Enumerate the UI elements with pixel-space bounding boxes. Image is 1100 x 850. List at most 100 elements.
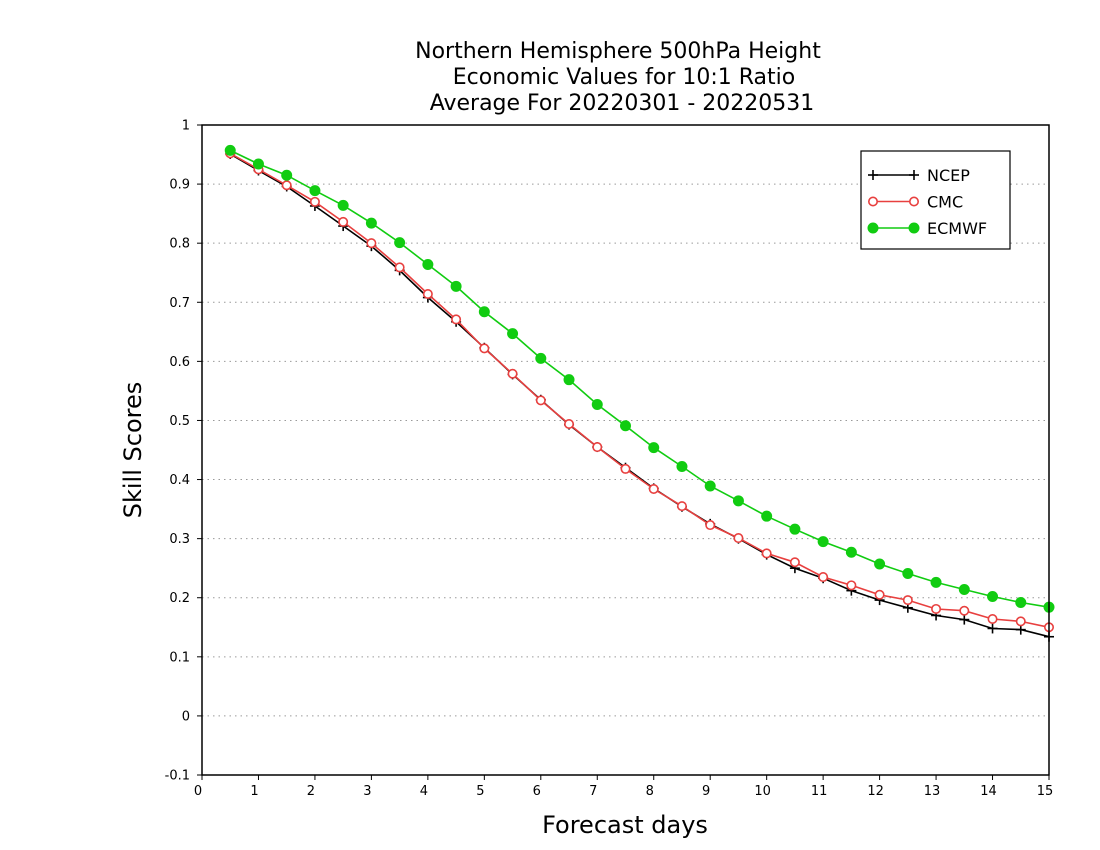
chart-title-line-1: Northern Hemisphere 500hPa Height xyxy=(415,39,821,64)
gridlines xyxy=(202,183,1049,717)
data-point-ecmwf xyxy=(648,442,660,454)
data-point-ecmwf xyxy=(337,199,349,211)
data-point-cmc xyxy=(931,603,942,614)
legend-label-cmc: CMC xyxy=(927,193,963,212)
y-tick-label: 1 xyxy=(182,119,190,134)
data-point-cmc xyxy=(394,262,405,273)
x-tick-label: 14 xyxy=(980,784,997,799)
data-point-ecmwf xyxy=(507,328,519,340)
x-tick-label: 15 xyxy=(1037,784,1054,799)
data-point-ecmwf xyxy=(535,352,547,364)
data-point-cmc xyxy=(564,418,575,429)
chart-title-line-3: Average For 20220301 - 20220531 xyxy=(430,91,815,116)
data-point-cmc xyxy=(451,314,462,325)
series-cmc xyxy=(225,148,1055,633)
y-tick-label: 0.7 xyxy=(169,296,190,311)
data-point-ecmwf xyxy=(930,576,942,588)
data-point-ecmwf xyxy=(309,185,321,197)
y-axis-title: Skill Scores xyxy=(119,382,147,519)
data-point-ecmwf xyxy=(478,306,490,318)
x-tick-label: 13 xyxy=(924,784,941,799)
series-lines xyxy=(224,144,1055,642)
data-point-ecmwf xyxy=(732,495,744,507)
legend: NCEP CMC ECMWF xyxy=(860,150,1011,250)
data-point-cmc xyxy=(733,533,744,544)
legend-item-cmc: CMC xyxy=(867,193,963,212)
data-point-ncep xyxy=(959,614,970,625)
data-point-cmc xyxy=(818,572,829,583)
data-point-cmc xyxy=(705,520,716,531)
x-tick-label: 11 xyxy=(811,784,828,799)
x-tick-label: 3 xyxy=(363,784,371,799)
legend-marker-start xyxy=(867,222,879,234)
y-tick-label: 0.8 xyxy=(169,237,190,252)
data-point-cmc xyxy=(761,548,772,559)
x-tick-label: 1 xyxy=(250,784,258,799)
data-point-ecmwf xyxy=(563,374,575,386)
data-point-ncep xyxy=(987,623,998,634)
data-point-ecmwf xyxy=(252,158,264,170)
x-tick-label: 9 xyxy=(702,784,710,799)
x-tick-label: 8 xyxy=(646,784,654,799)
data-point-cmc xyxy=(507,368,518,379)
legend-box xyxy=(860,150,1011,250)
data-point-cmc xyxy=(366,238,377,249)
data-point-cmc xyxy=(281,180,292,191)
series-ecmwf xyxy=(224,144,1055,613)
data-point-cmc xyxy=(422,288,433,299)
y-tick-label: 0.4 xyxy=(169,473,190,488)
x-tick-label: 0 xyxy=(194,784,202,799)
data-point-cmc xyxy=(592,442,603,453)
x-tick-label: 6 xyxy=(533,784,541,799)
data-point-ecmwf xyxy=(620,420,631,432)
x-tick-label: 5 xyxy=(476,784,484,799)
data-point-ecmwf xyxy=(958,583,970,595)
data-point-ecmwf xyxy=(450,280,462,292)
data-point-cmc xyxy=(959,605,970,616)
data-point-cmc xyxy=(1015,616,1026,627)
legend-marker-end xyxy=(908,196,919,207)
data-point-cmc xyxy=(874,589,885,600)
legend-marker-start xyxy=(867,196,878,207)
legend-label-ecmwf: ECMWF xyxy=(927,219,987,238)
data-point-cmc xyxy=(676,501,687,512)
data-point-ecmwf xyxy=(704,480,716,492)
x-axis-title: Forecast days xyxy=(542,811,708,839)
data-point-ecmwf xyxy=(1015,596,1027,608)
x-tick-label: 7 xyxy=(589,784,597,799)
y-tick-label: 0.5 xyxy=(169,414,190,429)
data-point-ecmwf xyxy=(789,523,801,535)
y-tick-label: 0.2 xyxy=(169,591,190,606)
data-point-cmc xyxy=(535,395,546,406)
chart-title: Northern Hemisphere 500hPa Height Econom… xyxy=(415,39,821,116)
data-point-ecmwf xyxy=(224,144,236,156)
data-point-ecmwf xyxy=(874,558,886,570)
data-point-cmc xyxy=(309,196,320,207)
y-tick-label: 0.1 xyxy=(169,650,190,665)
data-point-cmc xyxy=(789,557,800,568)
data-point-ecmwf xyxy=(365,217,377,229)
legend-item-ncep: NCEP xyxy=(868,166,970,185)
data-point-cmc xyxy=(648,483,659,494)
data-point-cmc xyxy=(338,216,349,227)
x-tick-label: 10 xyxy=(754,784,771,799)
data-point-ecmwf xyxy=(394,237,406,249)
data-point-ecmwf xyxy=(591,399,603,410)
data-point-cmc xyxy=(902,595,913,606)
data-point-ecmwf xyxy=(902,568,914,579)
y-tick-label: -0.1 xyxy=(165,769,190,784)
y-tick-label: 0.6 xyxy=(169,355,190,370)
legend-marker-start xyxy=(868,170,878,180)
data-point-ecmwf xyxy=(845,546,857,558)
data-point-ecmwf xyxy=(676,461,688,473)
y-tick-label: 0 xyxy=(182,709,190,724)
x-tick-label: 4 xyxy=(420,784,428,799)
legend-marker-end xyxy=(909,170,919,180)
data-point-cmc xyxy=(987,613,998,624)
plot-area-frame xyxy=(201,124,1050,776)
data-point-cmc xyxy=(846,580,857,591)
data-point-ecmwf xyxy=(987,591,999,603)
legend-item-ecmwf: ECMWF xyxy=(867,219,987,238)
x-tick-label: 2 xyxy=(307,784,315,799)
